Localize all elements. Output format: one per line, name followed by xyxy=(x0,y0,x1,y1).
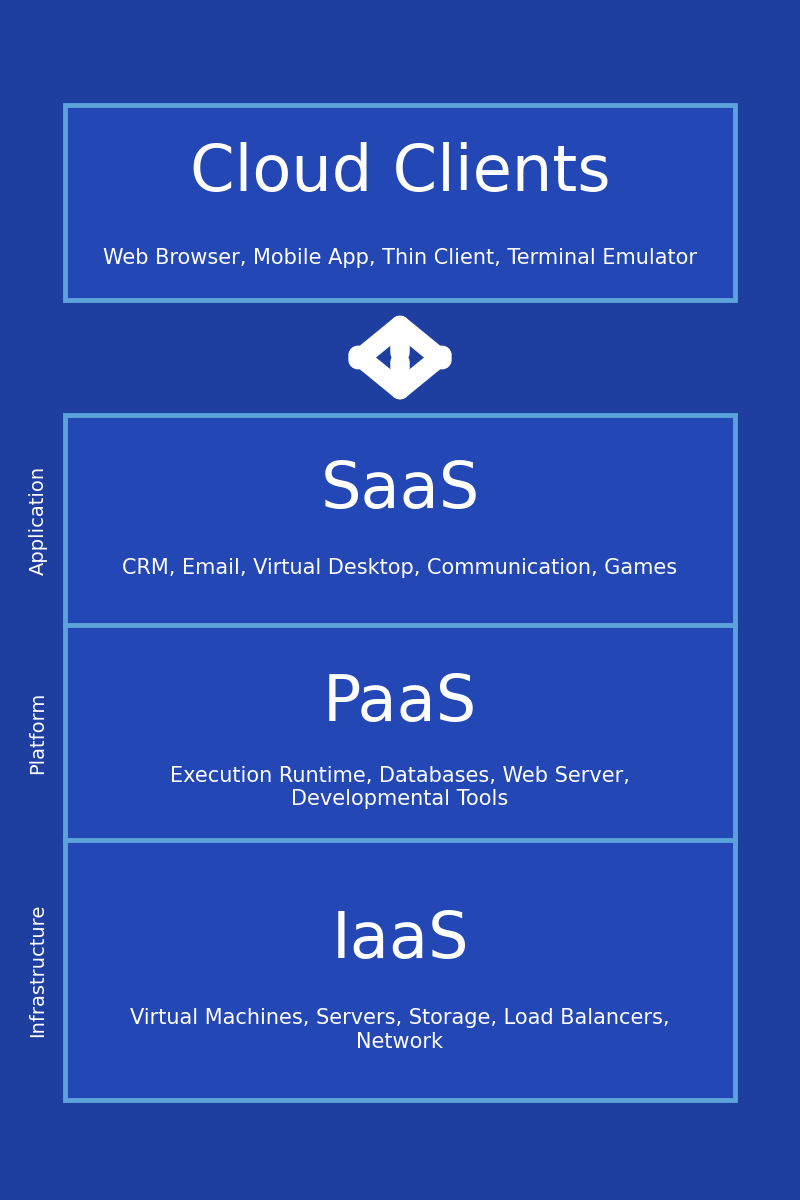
Text: Execution Runtime, Databases, Web Server,
Developmental Tools: Execution Runtime, Databases, Web Server… xyxy=(170,766,630,809)
Text: Platform: Platform xyxy=(29,691,47,774)
Text: Infrastructure: Infrastructure xyxy=(29,904,47,1037)
Bar xyxy=(65,415,735,1100)
Text: CRM, Email, Virtual Desktop, Communication, Games: CRM, Email, Virtual Desktop, Communicati… xyxy=(122,558,678,578)
Text: Web Browser, Mobile App, Thin Client, Terminal Emulator: Web Browser, Mobile App, Thin Client, Te… xyxy=(103,247,697,268)
Text: Cloud Clients: Cloud Clients xyxy=(190,142,610,204)
Text: PaaS: PaaS xyxy=(323,672,477,733)
Text: Application: Application xyxy=(29,466,47,575)
Text: IaaS: IaaS xyxy=(331,910,469,971)
Text: SaaS: SaaS xyxy=(320,458,480,521)
Bar xyxy=(65,104,735,300)
Text: Virtual Machines, Servers, Storage, Load Balancers,
Network: Virtual Machines, Servers, Storage, Load… xyxy=(130,1008,670,1051)
